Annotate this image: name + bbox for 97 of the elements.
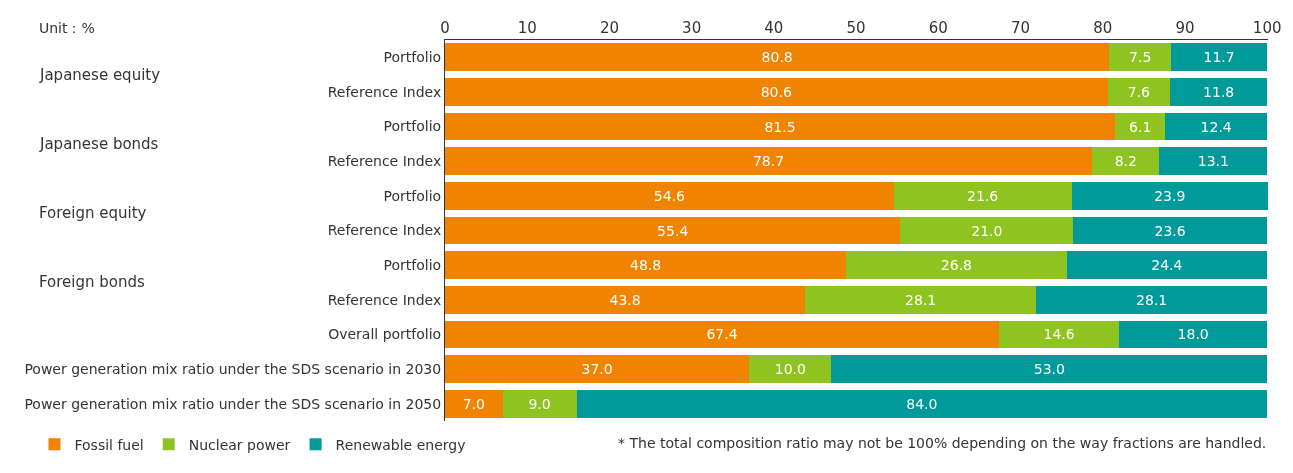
legend-label: Fossil fuel bbox=[74, 436, 144, 453]
bar bbox=[445, 251, 847, 279]
text: Foreign equity bbox=[39, 204, 147, 222]
y-tick-label: Overall portfolio bbox=[328, 326, 442, 343]
legend-label: Renewable energy bbox=[335, 436, 466, 453]
y-tick-label: Power generation mix ratio under the SDS scenario in 2050 bbox=[24, 395, 442, 412]
bar bbox=[1170, 43, 1268, 72]
data-label: 13.1 bbox=[1197, 153, 1229, 170]
bar bbox=[445, 112, 1116, 141]
bar bbox=[1159, 147, 1268, 176]
bar bbox=[502, 389, 577, 418]
data-label: 6.1 bbox=[1129, 118, 1152, 135]
bar bbox=[1170, 78, 1268, 106]
data-label: 7.6 bbox=[1127, 83, 1151, 100]
bar bbox=[445, 147, 1093, 176]
data-label: 48.8 bbox=[630, 257, 662, 274]
bar bbox=[445, 78, 1108, 106]
data-label: 24.4 bbox=[1151, 257, 1183, 274]
y-tick-label: Reference Index bbox=[327, 222, 442, 239]
bar bbox=[445, 285, 806, 314]
x-tick-label: 20 bbox=[599, 19, 619, 37]
bar bbox=[1165, 112, 1268, 141]
text: Japanese equity bbox=[39, 66, 161, 84]
x-tick-label: 0 bbox=[440, 19, 450, 37]
text: Japanese bonds bbox=[39, 135, 159, 153]
data-label: 26.8 bbox=[940, 257, 972, 274]
bar bbox=[445, 43, 1110, 72]
bar bbox=[1036, 285, 1268, 314]
bar bbox=[831, 355, 1268, 383]
bar bbox=[846, 251, 1067, 279]
x-tick-label: 50 bbox=[846, 19, 866, 37]
bar bbox=[445, 355, 750, 383]
data-label: 28.1 bbox=[1136, 291, 1168, 308]
bar bbox=[445, 216, 901, 245]
bar bbox=[1119, 320, 1268, 349]
bar bbox=[1073, 216, 1268, 245]
data-label: 23.9 bbox=[1154, 187, 1186, 204]
y-tick-label: Portfolio bbox=[383, 187, 442, 204]
data-label: 8.2 bbox=[1114, 153, 1137, 170]
bar bbox=[805, 285, 1037, 314]
y-tick-label: Portfolio bbox=[383, 49, 442, 66]
data-label: 11.8 bbox=[1203, 83, 1235, 100]
bar bbox=[1107, 78, 1171, 106]
bar bbox=[893, 182, 1072, 210]
y-tick-label: Portfolio bbox=[383, 118, 442, 135]
data-label: 54.6 bbox=[653, 187, 686, 204]
data-label: 11.7 bbox=[1203, 49, 1235, 66]
data-label: 55.4 bbox=[657, 222, 689, 239]
data-label: 18.0 bbox=[1177, 326, 1209, 343]
x-tick-label: 60 bbox=[928, 19, 948, 37]
bar bbox=[445, 182, 894, 210]
y-tick-label: Reference Index bbox=[327, 83, 442, 100]
bar bbox=[749, 355, 832, 383]
x-tick-label: 90 bbox=[1175, 19, 1195, 37]
data-label: 80.8 bbox=[761, 49, 793, 66]
bar bbox=[1109, 43, 1171, 72]
data-label: 21.0 bbox=[971, 222, 1003, 239]
data-label: 14.6 bbox=[1043, 326, 1075, 343]
x-tick-label: 10 bbox=[517, 19, 537, 37]
data-label: 9.0 bbox=[528, 395, 551, 412]
data-label: 80.6 bbox=[760, 83, 792, 100]
data-label: 81.5 bbox=[764, 118, 796, 135]
data-label: 7.5 bbox=[1129, 49, 1152, 66]
bar bbox=[999, 320, 1120, 349]
y-tick-label: Power generation mix ratio under the SDS scenario in 2030 bbox=[24, 360, 442, 377]
data-label: 21.6 bbox=[967, 187, 999, 204]
y-tick-label: Reference Index bbox=[327, 153, 442, 170]
x-tick-label: 40 bbox=[764, 19, 784, 37]
text: Foreign bonds bbox=[39, 273, 146, 291]
data-label: 37.0 bbox=[581, 361, 613, 378]
data-label: 78.7 bbox=[752, 153, 785, 170]
data-label: 28.1 bbox=[905, 291, 937, 308]
x-tick-label: 100 bbox=[1252, 19, 1282, 37]
data-label: 12.4 bbox=[1200, 118, 1232, 135]
y-tick-label: Reference Index bbox=[327, 291, 442, 308]
bar bbox=[1092, 147, 1160, 176]
legend-label: Nuclear power bbox=[188, 436, 291, 453]
data-label: 53.0 bbox=[1033, 361, 1065, 378]
text: Unit：% bbox=[39, 20, 95, 36]
data-label: 43.8 bbox=[609, 291, 641, 308]
bar bbox=[900, 216, 1074, 245]
bar bbox=[1115, 112, 1166, 141]
data-label: 23.6 bbox=[1154, 222, 1186, 239]
y-tick-label: Portfolio bbox=[383, 257, 442, 274]
text: * The total composition ratio may not be 100% depending on the way fractions are handled. bbox=[618, 435, 1267, 451]
data-label: 7.0 bbox=[462, 395, 485, 412]
bar bbox=[1066, 251, 1268, 279]
x-tick-label: 80 bbox=[1093, 19, 1113, 37]
bar bbox=[445, 389, 503, 418]
data-label: 84.0 bbox=[906, 395, 938, 412]
data-label: 10.0 bbox=[774, 361, 806, 378]
x-tick-label: 30 bbox=[682, 19, 702, 37]
bar bbox=[576, 389, 1268, 418]
data-label: 67.4 bbox=[706, 326, 738, 343]
bar bbox=[1071, 182, 1268, 210]
x-tick-label: 70 bbox=[1010, 19, 1031, 37]
bar bbox=[445, 320, 1000, 349]
